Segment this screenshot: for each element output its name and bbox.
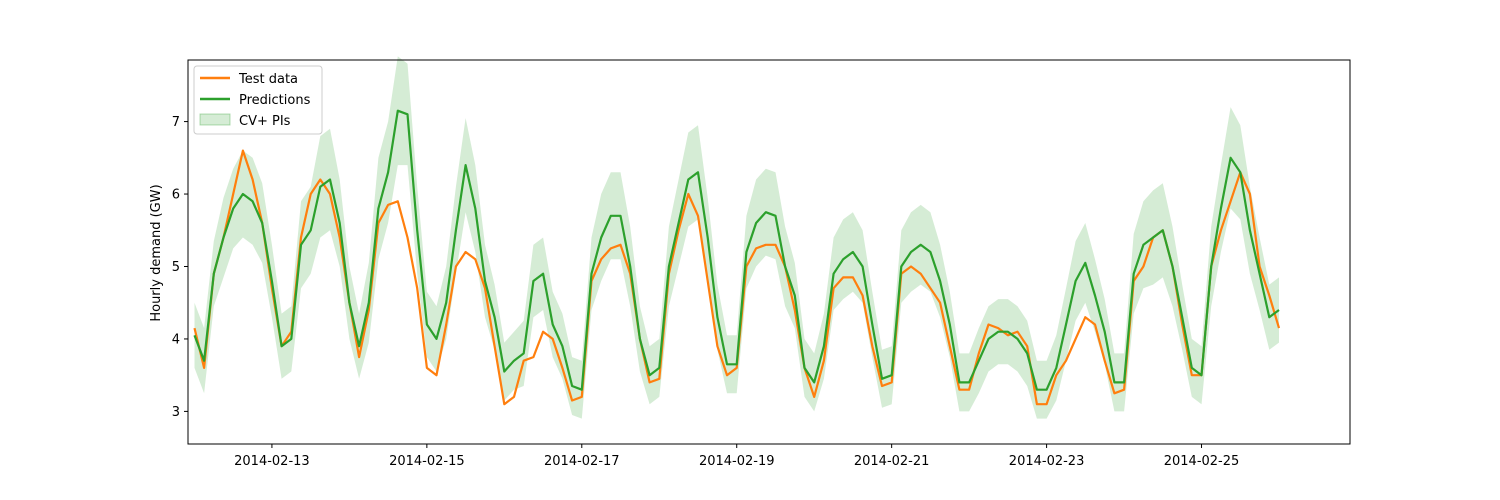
y-tick-label: 4: [172, 332, 180, 347]
legend-label-predictions: Predictions: [239, 93, 311, 108]
test-data-line: [193, 149, 1281, 406]
x-tick-label: 2014-02-21: [854, 454, 930, 469]
y-axis-label: Hourly demand (GW): [149, 184, 164, 321]
x-tick-label: 2014-02-17: [544, 454, 620, 469]
prediction-interval-layer: [194, 56, 1279, 419]
x-tick-label: 2014-02-25: [1164, 454, 1240, 469]
x-axis: 2014-02-13 2014-02-15 2014-02-17 2014-02-19…: [234, 444, 1239, 469]
predictions-line: [193, 109, 1280, 391]
legend-swatch-cv-pis: [199, 113, 231, 126]
legend-frame: [193, 65, 323, 135]
y-tick-label: 3: [172, 405, 180, 420]
y-axis: 3 4 5 6 7: [172, 115, 188, 420]
x-tick-label: 2014-02-23: [1009, 454, 1085, 469]
series-layer: [193, 109, 1281, 406]
y-tick-label: 5: [172, 260, 180, 275]
x-tick-label: 2014-02-19: [699, 454, 775, 469]
x-tick-label: 2014-02-13: [234, 454, 310, 469]
plot-area-frame: [187, 59, 1351, 445]
legend-label-cv-pis: CV+ PIs: [239, 114, 291, 129]
y-tick-label: 7: [172, 115, 180, 130]
y-tick-label: 6: [172, 188, 180, 203]
x-tick-label: 2014-02-15: [389, 454, 465, 469]
prediction-interval-band: [194, 56, 1279, 419]
legend: Test data Predictions CV+ PIs: [193, 65, 323, 135]
legend-label-test-data: Test data: [238, 72, 298, 87]
